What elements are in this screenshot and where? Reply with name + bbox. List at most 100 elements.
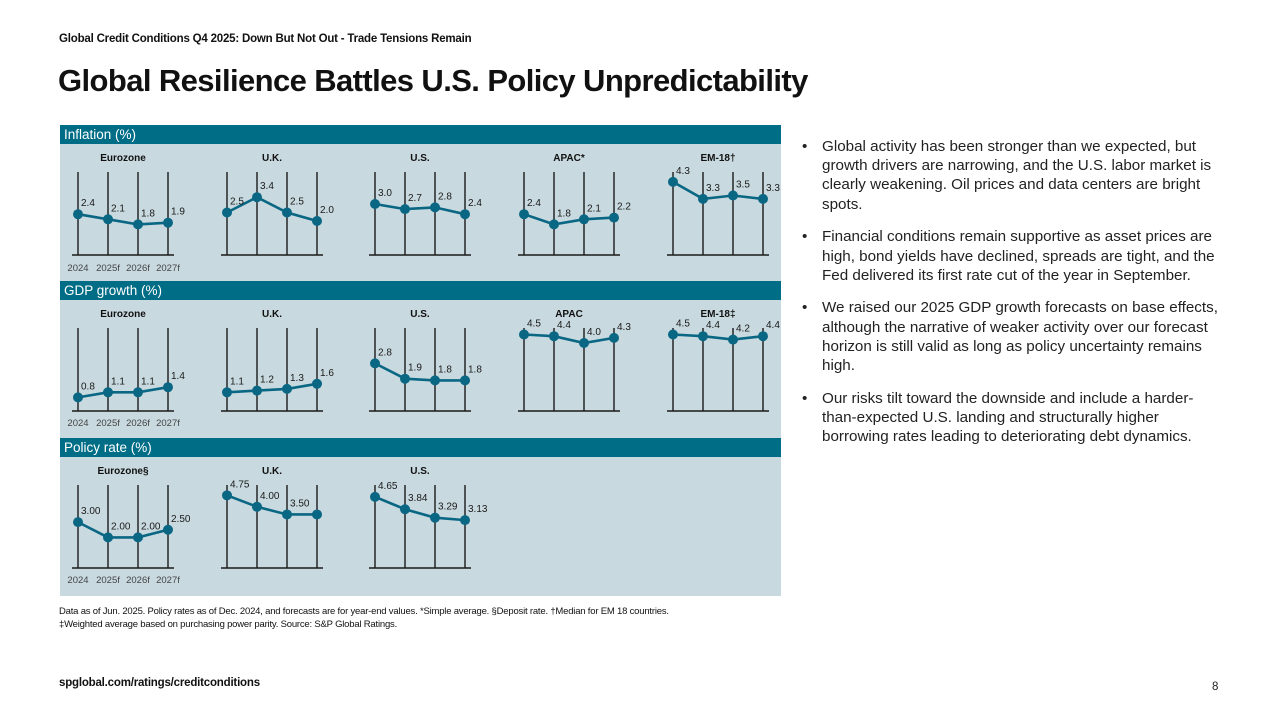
data-label: 1.4 <box>171 371 185 382</box>
data-label: 2.5 <box>230 197 244 208</box>
data-label: 4.3 <box>676 166 690 177</box>
chart-section-title: GDP growth (%) <box>64 283 162 298</box>
data-label: 4.4 <box>706 320 720 331</box>
data-point <box>549 331 559 342</box>
small-multiple-title: U.K. <box>262 309 282 320</box>
data-label: 4.4 <box>766 320 780 331</box>
data-label: 3.00 <box>81 506 101 517</box>
data-point <box>252 192 262 203</box>
data-point <box>163 524 173 535</box>
data-point <box>549 219 559 230</box>
page-title: Global Resilience Battles U.S. Policy Un… <box>58 63 808 98</box>
data-point <box>133 532 143 543</box>
data-label: 4.4 <box>557 320 571 331</box>
x-tick-label: 2025f <box>96 575 120 586</box>
data-label: 1.1 <box>111 376 125 387</box>
data-label: 2.00 <box>141 521 161 532</box>
data-point <box>370 358 380 369</box>
data-point <box>222 387 232 398</box>
data-point <box>163 382 173 393</box>
small-multiple-title: EM-18‡ <box>700 309 735 320</box>
data-label: 4.3 <box>617 322 631 333</box>
data-label: 2.00 <box>111 521 131 532</box>
data-label: 3.29 <box>438 502 458 513</box>
data-label: 2.4 <box>527 198 541 209</box>
series-line <box>672 333 764 341</box>
bullet-icon: • <box>802 228 808 246</box>
data-point <box>222 490 232 501</box>
data-point <box>312 378 322 389</box>
data-point <box>430 202 440 213</box>
x-tick-label: 2024 <box>67 263 88 274</box>
data-label: 1.6 <box>320 368 334 379</box>
data-label: 4.00 <box>260 491 280 502</box>
chart-section-background <box>60 144 781 281</box>
data-point <box>103 214 113 225</box>
data-point <box>758 331 768 342</box>
data-point <box>460 375 470 386</box>
bullet-icon: • <box>802 389 808 407</box>
data-label: 0.8 <box>81 381 95 392</box>
data-label: 3.84 <box>408 493 428 504</box>
data-label: 2.8 <box>378 347 392 358</box>
chart-footnote: Data as of Jun. 2025. Policy rates as of… <box>59 606 669 631</box>
bullet-icon: • <box>802 138 808 155</box>
data-point <box>460 515 470 526</box>
series-line <box>523 333 615 345</box>
series-line <box>374 202 466 216</box>
footer-url-link[interactable]: spglobal.com/ratings/creditconditions <box>59 677 260 689</box>
small-multiple-title: Eurozone <box>100 153 146 164</box>
data-point <box>103 532 113 543</box>
bullet-item: • Financial conditions remain supportive … <box>800 227 1225 285</box>
bullet-text: Global activity has been stronger than w… <box>822 138 1212 213</box>
x-tick-label: 2027f <box>156 575 180 586</box>
bullet-icon: • <box>802 299 808 317</box>
small-multiple-title: EM-18† <box>700 153 735 164</box>
data-point <box>133 387 143 398</box>
data-label: 3.0 <box>378 188 392 199</box>
data-point <box>252 385 262 396</box>
data-label: 1.1 <box>141 376 155 387</box>
data-point <box>728 190 738 201</box>
data-point <box>400 504 410 515</box>
data-label: 4.0 <box>587 327 601 338</box>
data-point <box>103 387 113 398</box>
series-line <box>226 195 318 223</box>
chart-section-title: Inflation (%) <box>64 127 136 142</box>
series-line <box>226 382 318 394</box>
series-line <box>374 362 465 382</box>
data-label: 2.8 <box>438 191 452 202</box>
data-point <box>668 329 678 340</box>
data-point <box>609 212 619 223</box>
small-multiple-title: APAC <box>555 309 583 320</box>
small-multiple-title: Eurozone§ <box>97 466 149 477</box>
data-point <box>312 216 322 226</box>
bullet-text: Financial conditions remain supportive a… <box>822 228 1215 284</box>
chart-section-background <box>60 300 781 438</box>
data-point <box>370 491 380 502</box>
series-line <box>226 494 317 516</box>
data-label: 2.7 <box>408 193 422 204</box>
x-tick-label: 2024 <box>67 418 88 429</box>
data-label: 3.4 <box>260 181 274 192</box>
page-number: 8 <box>1212 681 1219 693</box>
data-point <box>460 209 470 220</box>
series-line <box>77 212 169 226</box>
data-label: 2.1 <box>587 203 601 214</box>
data-point <box>222 207 232 218</box>
series-line <box>672 180 764 201</box>
data-label: 1.1 <box>230 376 244 387</box>
data-point <box>312 509 322 520</box>
footnote-line: ‡Weighted average based on purchasing po… <box>59 618 398 630</box>
small-multiple-title: U.S. <box>410 309 430 320</box>
data-point <box>728 334 738 345</box>
data-point <box>400 204 410 215</box>
small-multiple-title: U.K. <box>262 153 282 164</box>
data-point <box>73 209 83 220</box>
chart-section-background <box>60 457 781 596</box>
data-label: 2.50 <box>171 514 191 525</box>
data-label: 1.3 <box>290 373 304 384</box>
data-point <box>252 501 262 512</box>
data-point <box>758 193 768 204</box>
